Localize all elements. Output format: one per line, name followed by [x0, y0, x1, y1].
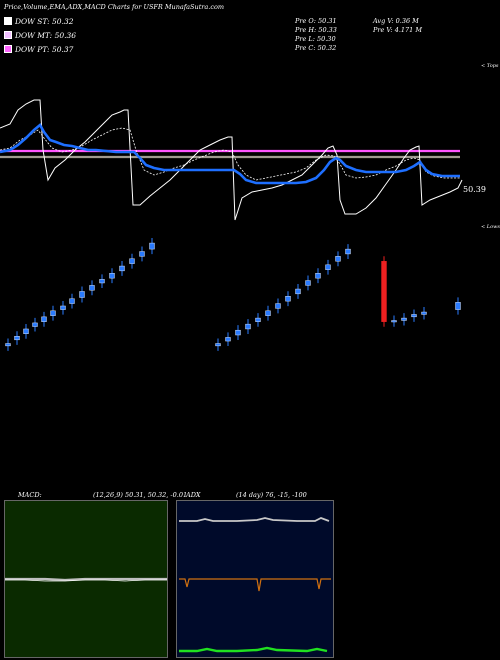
- adx-svg: [179, 517, 331, 653]
- candle-body: [23, 328, 29, 334]
- adx-line: [179, 646, 328, 653]
- price-ema-blue-line: [0, 123, 460, 185]
- stat-pre-high: Pre H: 50.33: [295, 26, 337, 34]
- candle-body: [99, 279, 105, 284]
- candle-body: [265, 310, 271, 316]
- candles-group: [5, 238, 461, 351]
- candle-body: [149, 242, 155, 250]
- candle-body: [275, 303, 281, 309]
- candle-body: [285, 296, 291, 302]
- last-price-label: 50.39: [463, 185, 486, 194]
- stat-pre-low: Pre L: 50.30: [295, 35, 336, 43]
- candle-body: [391, 320, 397, 323]
- candle-body: [79, 291, 85, 298]
- candle-body: [60, 305, 66, 310]
- macd-signal-line: [5, 579, 167, 582]
- candle-body: [215, 343, 221, 347]
- dow-st-upper-line: [0, 99, 463, 221]
- macd-label: MACD:: [18, 491, 42, 499]
- candle-body: [401, 317, 407, 321]
- tops-label: < Tops: [481, 63, 499, 69]
- legend-label: DOW ST: 50.32: [15, 17, 74, 26]
- candle-body: [295, 288, 301, 295]
- candle-body: [325, 264, 331, 270]
- macd-line: [5, 577, 167, 582]
- adx-panel: [176, 500, 334, 658]
- price-chart: [0, 99, 463, 351]
- candle-body: [69, 298, 75, 304]
- lows-label: < Lows: [481, 224, 500, 230]
- macd-svg: [5, 577, 167, 582]
- stat-pre-open: Pre O: 50.31: [295, 17, 337, 25]
- candle-body: [315, 273, 321, 279]
- adx-label: ADX: [186, 491, 201, 499]
- macd-params: (12,26,9) 50.31, 50.32, -0.01: [93, 491, 188, 499]
- legend-label: DOW MT: 50.36: [15, 31, 77, 40]
- candle-body: [32, 322, 38, 327]
- candle-body: [335, 256, 341, 262]
- stat-pre-volume: Pre V: 4.171 M: [373, 26, 423, 34]
- candle-body: [411, 314, 417, 318]
- candle-body: [455, 302, 461, 310]
- adx-di-plus-line: [179, 517, 330, 522]
- macd-panel: [4, 500, 168, 658]
- legend-swatch-mt: [4, 31, 12, 39]
- candle-body: [14, 336, 20, 341]
- candle-body: [89, 285, 95, 291]
- candle-body: [305, 280, 311, 286]
- candle-body: [421, 311, 427, 315]
- chart-title: Price,Volume,EMA,ADX,MACD Charts for USF…: [4, 3, 225, 11]
- candle-body: [41, 316, 47, 322]
- legend-label: DOW PT: 50.37: [15, 45, 74, 54]
- candle-body: [245, 323, 251, 330]
- candle-body: [5, 343, 11, 347]
- stat-pre-close: Pre C: 50.32: [295, 44, 337, 52]
- legend-item-st: DOW ST: 50.32: [4, 17, 74, 26]
- candle-body: [129, 258, 135, 264]
- candle-body: [119, 265, 125, 272]
- candle-body: [255, 317, 261, 322]
- candle-body: [139, 251, 145, 257]
- legend-swatch-st: [4, 17, 12, 25]
- adx-di-minus-line: [179, 578, 331, 592]
- stat-avg-volume: Avg V: 0.36 M: [373, 17, 419, 25]
- candle-body: [345, 248, 351, 255]
- legend-swatch-pt: [4, 45, 12, 53]
- legend-item-mt: DOW MT: 50.36: [4, 31, 76, 40]
- candle-body: [50, 310, 56, 316]
- candle-body: [235, 329, 241, 336]
- adx-params: (14 day) 76, -15, -100: [236, 491, 307, 499]
- legend-item-pt: DOW PT: 50.37: [4, 45, 73, 54]
- candle-body: [225, 337, 231, 342]
- candle-body: [109, 273, 115, 279]
- candle-body: [381, 261, 387, 322]
